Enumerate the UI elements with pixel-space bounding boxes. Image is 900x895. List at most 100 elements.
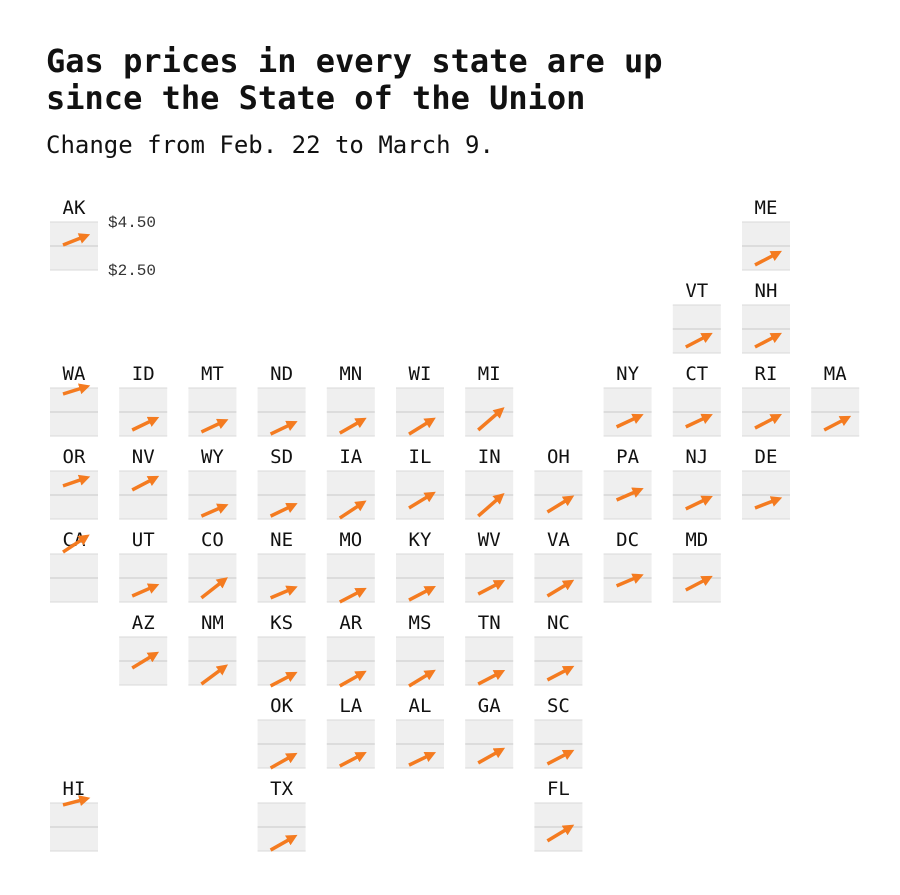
- arrow: [131, 475, 160, 492]
- arrow: [269, 502, 298, 518]
- state-label: AK: [63, 197, 86, 219]
- state-label: HI: [63, 778, 86, 800]
- arrow: [269, 834, 298, 852]
- arrow: [546, 665, 575, 682]
- arrow: [269, 752, 298, 770]
- arrow: [62, 795, 91, 807]
- state-label: VT: [685, 280, 708, 302]
- arrow: [684, 332, 713, 349]
- arrow: [200, 664, 228, 686]
- arrow: [546, 495, 575, 514]
- arrow: [338, 587, 367, 604]
- chart-subtitle: Change from Feb. 22 to March 9.: [46, 131, 494, 159]
- arrow: [615, 487, 644, 502]
- state-label: SD: [270, 446, 293, 468]
- state-label: MO: [339, 529, 362, 551]
- state-label: CO: [201, 529, 224, 551]
- state-label: NE: [270, 529, 293, 551]
- state-label: AL: [409, 695, 432, 717]
- state-label: IA: [339, 446, 362, 468]
- state-label: KY: [409, 529, 432, 551]
- arrow: [546, 749, 575, 766]
- state-label: NJ: [685, 446, 708, 468]
- state-label: NC: [547, 612, 570, 634]
- arrow: [546, 824, 575, 843]
- state-label: ND: [270, 363, 293, 385]
- arrow: [269, 585, 298, 600]
- state-label: SC: [547, 695, 570, 717]
- state-label: GA: [478, 695, 501, 717]
- state-label: MT: [201, 363, 224, 385]
- state-label: UT: [132, 529, 155, 551]
- arrow: [408, 586, 436, 602]
- state-label: CT: [685, 363, 708, 385]
- arrow: [62, 534, 90, 554]
- arrow: [338, 752, 367, 768]
- arrow: [408, 491, 436, 510]
- y-tick-label: $2.50: [108, 262, 156, 280]
- arrow: [477, 493, 505, 518]
- arrow: [338, 670, 367, 688]
- arrow: [477, 747, 506, 765]
- arrow: [754, 414, 782, 430]
- arrow: [131, 583, 160, 598]
- arrow: [62, 474, 91, 488]
- state-label: MA: [824, 363, 847, 385]
- arrow: [477, 580, 506, 596]
- state-label: TX: [270, 778, 293, 800]
- state-label: KS: [270, 612, 293, 634]
- state-label: IN: [478, 446, 501, 468]
- state-label: FL: [547, 778, 570, 800]
- state-label: RI: [755, 363, 778, 385]
- arrow: [477, 407, 505, 432]
- arrow: [338, 417, 367, 435]
- arrow: [477, 669, 506, 686]
- arrow: [200, 577, 228, 600]
- arrow: [823, 415, 852, 432]
- arrow: [685, 413, 713, 429]
- arrow: [408, 417, 436, 436]
- state-label: NM: [201, 612, 224, 634]
- state-label: OH: [547, 446, 570, 468]
- state-label: MN: [339, 363, 362, 385]
- state-label: ME: [755, 197, 778, 219]
- arrow: [269, 420, 298, 436]
- state-label: OK: [270, 695, 293, 717]
- arrow: [200, 503, 229, 518]
- arrow: [408, 751, 437, 767]
- state-label: WA: [63, 363, 86, 385]
- state-label: WI: [409, 363, 432, 385]
- arrow: [200, 418, 229, 434]
- state-label: NY: [616, 363, 639, 385]
- state-label: WY: [201, 446, 224, 468]
- y-tick-label: $4.50: [108, 214, 156, 232]
- state-label: IL: [409, 446, 432, 468]
- arrow: [131, 416, 160, 432]
- state-label: DE: [755, 446, 778, 468]
- state-label: DC: [616, 529, 639, 551]
- state-label: MS: [409, 612, 432, 634]
- arrow: [408, 669, 436, 688]
- arrow: [62, 233, 91, 247]
- state-label: TN: [478, 612, 501, 634]
- arrow: [685, 495, 713, 511]
- state-label: NH: [755, 280, 778, 302]
- arrow: [754, 496, 783, 510]
- state-label: PA: [616, 446, 639, 468]
- arrow: [546, 579, 575, 598]
- arrow: [615, 413, 644, 429]
- chart-title: Gas prices in every state are up: [46, 42, 663, 80]
- state-label: VA: [547, 529, 570, 551]
- arrow: [62, 383, 91, 396]
- state-label: AZ: [132, 612, 155, 634]
- state-label: MD: [685, 529, 708, 551]
- arrow: [269, 671, 298, 688]
- arrow: [131, 651, 160, 670]
- arrow: [684, 575, 713, 592]
- state-label: LA: [339, 695, 362, 717]
- chart-title: since the State of the Union: [46, 79, 585, 117]
- arrow: [754, 332, 782, 349]
- state-label: ID: [132, 363, 155, 385]
- state-label: OR: [63, 446, 86, 468]
